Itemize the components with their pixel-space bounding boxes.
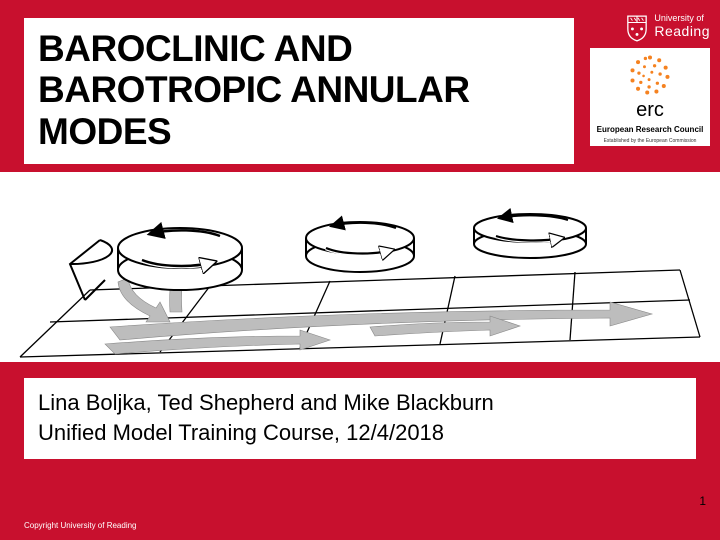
cell-1	[118, 228, 242, 290]
copyright-text: Copyright University of Reading	[24, 521, 137, 530]
authors-box: Lina Boljka, Ted Shepherd and Mike Black…	[24, 378, 696, 459]
authors-line-2: Unified Model Training Course, 12/4/2018	[38, 418, 682, 448]
cell-2	[306, 222, 414, 272]
cell-3	[474, 214, 586, 258]
tilt-indicator	[70, 240, 112, 300]
erc-dots-icon	[627, 52, 673, 98]
circulation-diagram	[0, 172, 720, 362]
title-box: BAROCLINIC AND BAROTROPIC ANNULAR MODES	[24, 18, 574, 164]
erc-label: erc	[594, 99, 706, 122]
university-text: University of Reading	[654, 14, 710, 39]
diagram-band	[0, 172, 720, 362]
page-number: 1	[699, 494, 706, 508]
university-logo: University of Reading	[586, 6, 710, 42]
erc-tagline: Established by the European Commission	[594, 138, 706, 144]
slide-root: BAROCLINIC AND BAROTROPIC ANNULAR MODES …	[0, 0, 720, 540]
slide-title: BAROCLINIC AND BAROTROPIC ANNULAR MODES	[38, 28, 560, 152]
logo-area: University of Reading erc European Resea…	[580, 0, 720, 150]
shield-icon	[626, 14, 648, 42]
university-bottom-line: Reading	[654, 24, 710, 39]
erc-subtitle: European Research Council	[594, 126, 706, 135]
erc-logo-box: erc European Research Council Establishe…	[590, 48, 710, 146]
authors-line-1: Lina Boljka, Ted Shepherd and Mike Black…	[38, 388, 682, 418]
